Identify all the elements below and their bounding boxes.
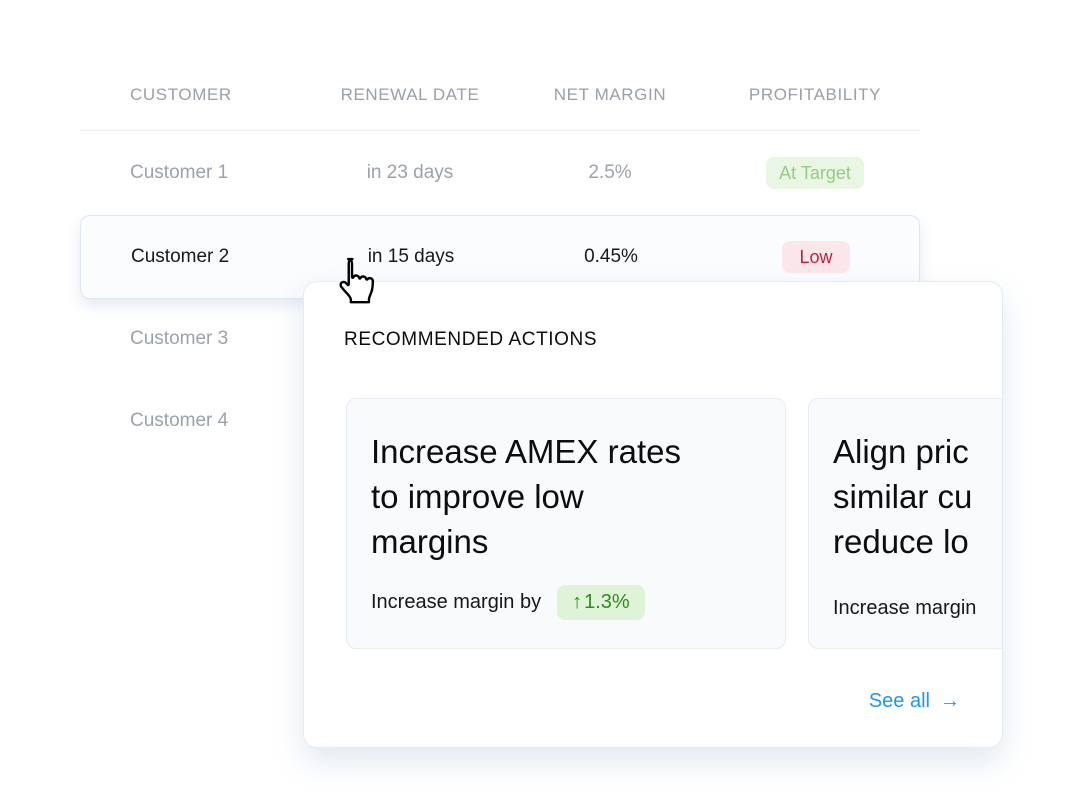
profitability-cell: At Target bbox=[710, 157, 920, 189]
table-row[interactable]: Customer 3 bbox=[80, 298, 920, 380]
customer-table: CUSTOMER RENEWAL DATE NET MARGIN PROFITA… bbox=[80, 60, 920, 431]
action-card-title: Align pric similar cu reduce lo bbox=[833, 433, 973, 560]
column-header-customer: CUSTOMER bbox=[130, 85, 232, 104]
see-all-label: See all bbox=[868, 690, 930, 712]
action-card-title: Increase AMEX rates to improve low margi… bbox=[371, 433, 681, 560]
see-all-link[interactable]: See all → bbox=[869, 690, 960, 713]
pointer-cursor-icon bbox=[332, 257, 378, 311]
table-header-row: CUSTOMER RENEWAL DATE NET MARGIN PROFITA… bbox=[80, 60, 920, 131]
column-header-net-margin: NET MARGIN bbox=[553, 85, 667, 104]
margin-gain-value: 1.3% bbox=[584, 591, 630, 613]
popover-title: RECOMMENDED ACTIONS bbox=[344, 329, 598, 350]
status-badge: Low bbox=[782, 241, 850, 273]
customer-name: Customer 1 bbox=[130, 162, 229, 183]
net-margin: 0.45% bbox=[584, 246, 638, 267]
action-card-subtitle: Increase margin bbox=[833, 597, 977, 619]
table-row[interactable]: Customer 4 bbox=[80, 380, 920, 462]
column-header-profitability: PROFITABILITY bbox=[748, 85, 882, 104]
column-header-renewal-date: RENEWAL DATE bbox=[340, 85, 480, 104]
profitability-cell: Low bbox=[711, 241, 921, 273]
renewal-date: in 23 days bbox=[366, 162, 454, 183]
right-arrow-icon: → bbox=[940, 690, 960, 712]
margin-gain-badge: ↑ 1.3% bbox=[557, 585, 645, 620]
recommended-actions-popover: RECOMMENDED ACTIONS Increase AMEX rates … bbox=[303, 281, 1003, 748]
status-badge: At Target bbox=[766, 157, 864, 189]
customer-name: Customer 4 bbox=[130, 410, 229, 431]
action-card[interactable]: Increase AMEX rates to improve low margi… bbox=[346, 398, 786, 649]
customer-name: Customer 3 bbox=[130, 328, 229, 349]
action-cards: Increase AMEX rates to improve low margi… bbox=[346, 398, 1002, 649]
action-card-footer: Increase margin by ↑ 1.3% bbox=[371, 585, 645, 620]
table-row[interactable]: Customer 1 in 23 days 2.5% At Target bbox=[80, 131, 920, 215]
up-arrow-icon: ↑ bbox=[572, 591, 583, 613]
action-card[interactable]: Align pric similar cu reduce lo Increase… bbox=[808, 398, 1002, 649]
action-card-footer: Increase margin bbox=[833, 597, 976, 620]
customer-name: Customer 2 bbox=[131, 246, 230, 267]
net-margin: 2.5% bbox=[588, 162, 632, 183]
renewal-date: in 15 days bbox=[367, 246, 455, 267]
action-card-subtitle: Increase margin by bbox=[371, 591, 542, 613]
